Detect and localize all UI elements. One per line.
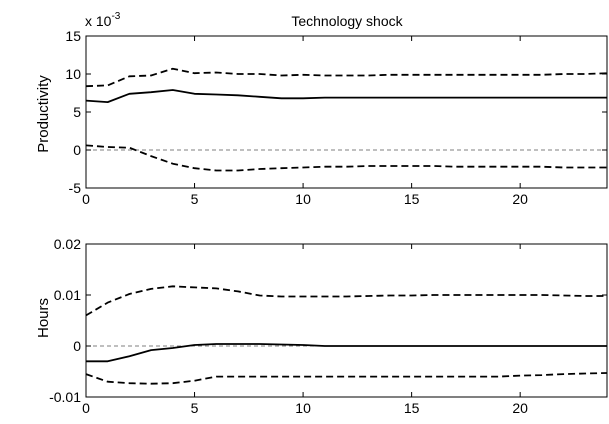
x-tick-label: 20 <box>512 400 528 416</box>
productivity-panel: Technology shock x 10-3 Productivity 0 5 1… <box>35 11 608 207</box>
y-tick-label: 10 <box>65 66 81 82</box>
y-exponent-power: -3 <box>111 11 120 22</box>
y-tick-label: 0.02 <box>54 236 81 252</box>
y-tick-label: 0 <box>73 338 81 354</box>
x-tick-label: 15 <box>404 400 420 416</box>
y-tick-label: 0.01 <box>54 287 81 303</box>
y-tick-label: 15 <box>65 28 81 44</box>
x-tick-label: 20 <box>512 191 528 207</box>
plot-frame <box>85 35 608 189</box>
chart-title: Technology shock <box>291 13 403 29</box>
y-axis-label: Productivity <box>35 75 52 153</box>
y-tick-label: 5 <box>73 104 81 120</box>
y-exponent-label: x 10-3 <box>85 11 121 29</box>
x-tick-label: 15 <box>404 191 420 207</box>
x-tick-label: 5 <box>191 191 199 207</box>
x-tick-label: 10 <box>295 400 311 416</box>
x-tick-label: 0 <box>82 400 90 416</box>
x-tick-label: 10 <box>295 191 311 207</box>
y-tick-label: 0 <box>73 142 81 158</box>
y-tick-label: -5 <box>69 180 82 196</box>
x-tick-label: 0 <box>82 191 90 207</box>
y-tick-label: -0.01 <box>49 389 81 405</box>
confidence-band-line <box>85 144 607 172</box>
y-axis-label: Hours <box>35 298 52 338</box>
plot-frame <box>85 243 608 398</box>
confidence-band-line <box>85 285 607 317</box>
impulse-response-line <box>86 343 607 363</box>
impulse-response-line <box>85 89 607 103</box>
confidence-band-line <box>85 67 608 88</box>
x-tick-label: 5 <box>191 400 199 416</box>
confidence-band-line <box>85 372 608 385</box>
y-exponent-base: x 10 <box>85 13 112 29</box>
